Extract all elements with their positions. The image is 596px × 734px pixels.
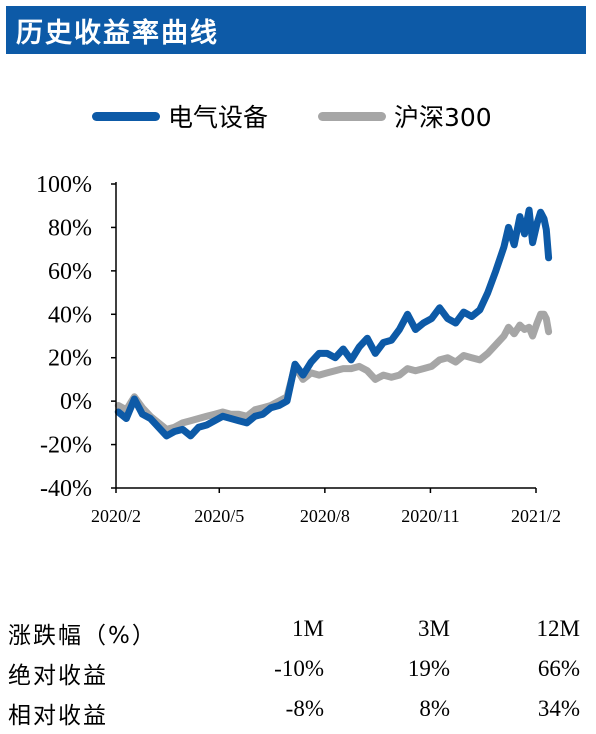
- y-tick-label: 100%: [36, 172, 92, 198]
- page-title: 历史收益率曲线: [16, 17, 219, 49]
- x-tick-label: 2021/2: [511, 506, 561, 526]
- legend-item-csi300: 沪深300: [318, 98, 492, 134]
- legend-swatch-electrical-equipment: [92, 111, 160, 121]
- y-tick-label: 20%: [48, 346, 92, 372]
- x-tick-label: 2020/11: [401, 506, 459, 526]
- y-tick-label: -40%: [40, 476, 92, 502]
- legend-label-electrical-equipment: 电气设备: [168, 103, 269, 132]
- table-header-row: 涨跌幅（%） 1M 3M 12M: [0, 610, 596, 650]
- x-tick-label: 2020/2: [91, 506, 141, 526]
- return-table: 涨跌幅（%） 1M 3M 12M 绝对收益 -10% 19% 66% 相对收益 …: [0, 610, 596, 730]
- relative-3m-value: 8%: [419, 696, 450, 721]
- absolute-12m-value: 66%: [537, 656, 580, 681]
- table-header-period: 涨跌幅（%）: [8, 623, 157, 649]
- absolute-3m-value: 19%: [407, 656, 450, 681]
- table-header-1m: 1M: [292, 616, 324, 641]
- legend-item-electrical-equipment: 电气设备: [92, 98, 268, 134]
- y-tick-label: 80%: [48, 215, 92, 241]
- legend-label-csi300: 沪深300: [394, 103, 492, 132]
- legend-swatch-csi300: [318, 111, 386, 121]
- row-label-relative: 相对收益: [8, 703, 108, 729]
- y-tick-label: 60%: [48, 259, 92, 285]
- table-row-relative: 相对收益 -8% 8% 34%: [0, 690, 596, 730]
- chart-legend: 电气设备 沪深300: [0, 98, 596, 142]
- relative-12m-value: 34%: [537, 696, 580, 721]
- absolute-1m-value: -10%: [274, 656, 324, 681]
- y-tick-label: 0%: [60, 389, 92, 415]
- table-header-12m: 12M: [536, 616, 580, 641]
- row-label-absolute: 绝对收益: [8, 663, 108, 689]
- title-banner: 历史收益率曲线: [6, 6, 586, 54]
- table-row-absolute: 绝对收益 -10% 19% 66%: [0, 650, 596, 690]
- relative-1m-value: -8%: [285, 696, 324, 721]
- x-tick-label: 2020/8: [300, 506, 350, 526]
- series-line-electrical-equipment: [114, 206, 553, 440]
- return-line-chart: 100% 80% 60% 40% 20% 0% -20% -40% 2020/2 2020/5 20…: [36, 172, 561, 526]
- y-tick-label: -20%: [40, 433, 92, 459]
- x-tick-label: 2020/5: [194, 506, 244, 526]
- table-header-3m: 3M: [418, 616, 450, 641]
- y-tick-label: 40%: [48, 302, 92, 328]
- series-line-csi300: [114, 310, 553, 433]
